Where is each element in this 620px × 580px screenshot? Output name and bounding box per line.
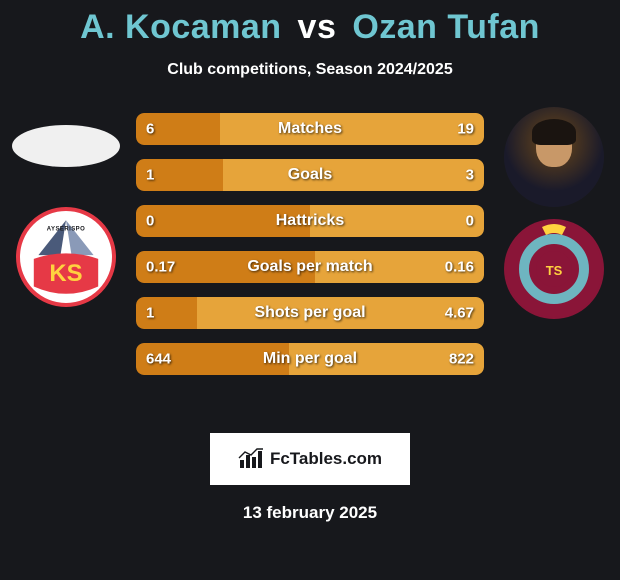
page-title: A. Kocaman vs Ozan Tufan [0,0,620,47]
subtitle: Club competitions, Season 2024/2025 [0,61,620,79]
player-b-photo [504,107,604,207]
stats-bars: 619Matches 13Goals 00Hattricks 0.170.16Goal… [136,113,484,389]
stat-row: 13Goals [136,159,484,191]
stat-label: Min per goal [136,350,484,368]
stat-label: Shots per goal [136,304,484,322]
stat-row: 619Matches [136,113,484,145]
right-column: TS [494,107,614,331]
stat-label: Hattricks [136,212,484,230]
comparison-panel: KS AYSERISPO TS 619Matches 13Goals 00Hattr… [0,113,620,413]
stat-row: 00Hattricks [136,205,484,237]
title-player-b: Ozan Tufan [352,8,540,46]
svg-text:TS: TS [546,263,563,278]
stat-label: Matches [136,120,484,138]
stat-row: 644822Min per goal [136,343,484,375]
left-column: KS AYSERISPO [6,107,126,319]
player-b-club-badge: TS [504,219,604,319]
stat-label: Goals per match [136,258,484,276]
stat-row: 14.67Shots per goal [136,297,484,329]
date-line: 13 february 2025 [0,503,620,523]
watermark-text: FcTables.com [270,449,382,469]
watermark-icon [238,448,264,470]
badge-left-text: KS [49,260,82,287]
stat-label: Goals [136,166,484,184]
player-a-club-badge: KS AYSERISPO [16,207,116,307]
stat-row: 0.170.16Goals per match [136,251,484,283]
title-player-a: A. Kocaman [80,8,282,46]
title-vs: vs [298,8,337,46]
svg-text:AYSERISPO: AYSERISPO [47,226,85,232]
player-a-photo [12,125,120,167]
watermark: FcTables.com [210,433,410,485]
